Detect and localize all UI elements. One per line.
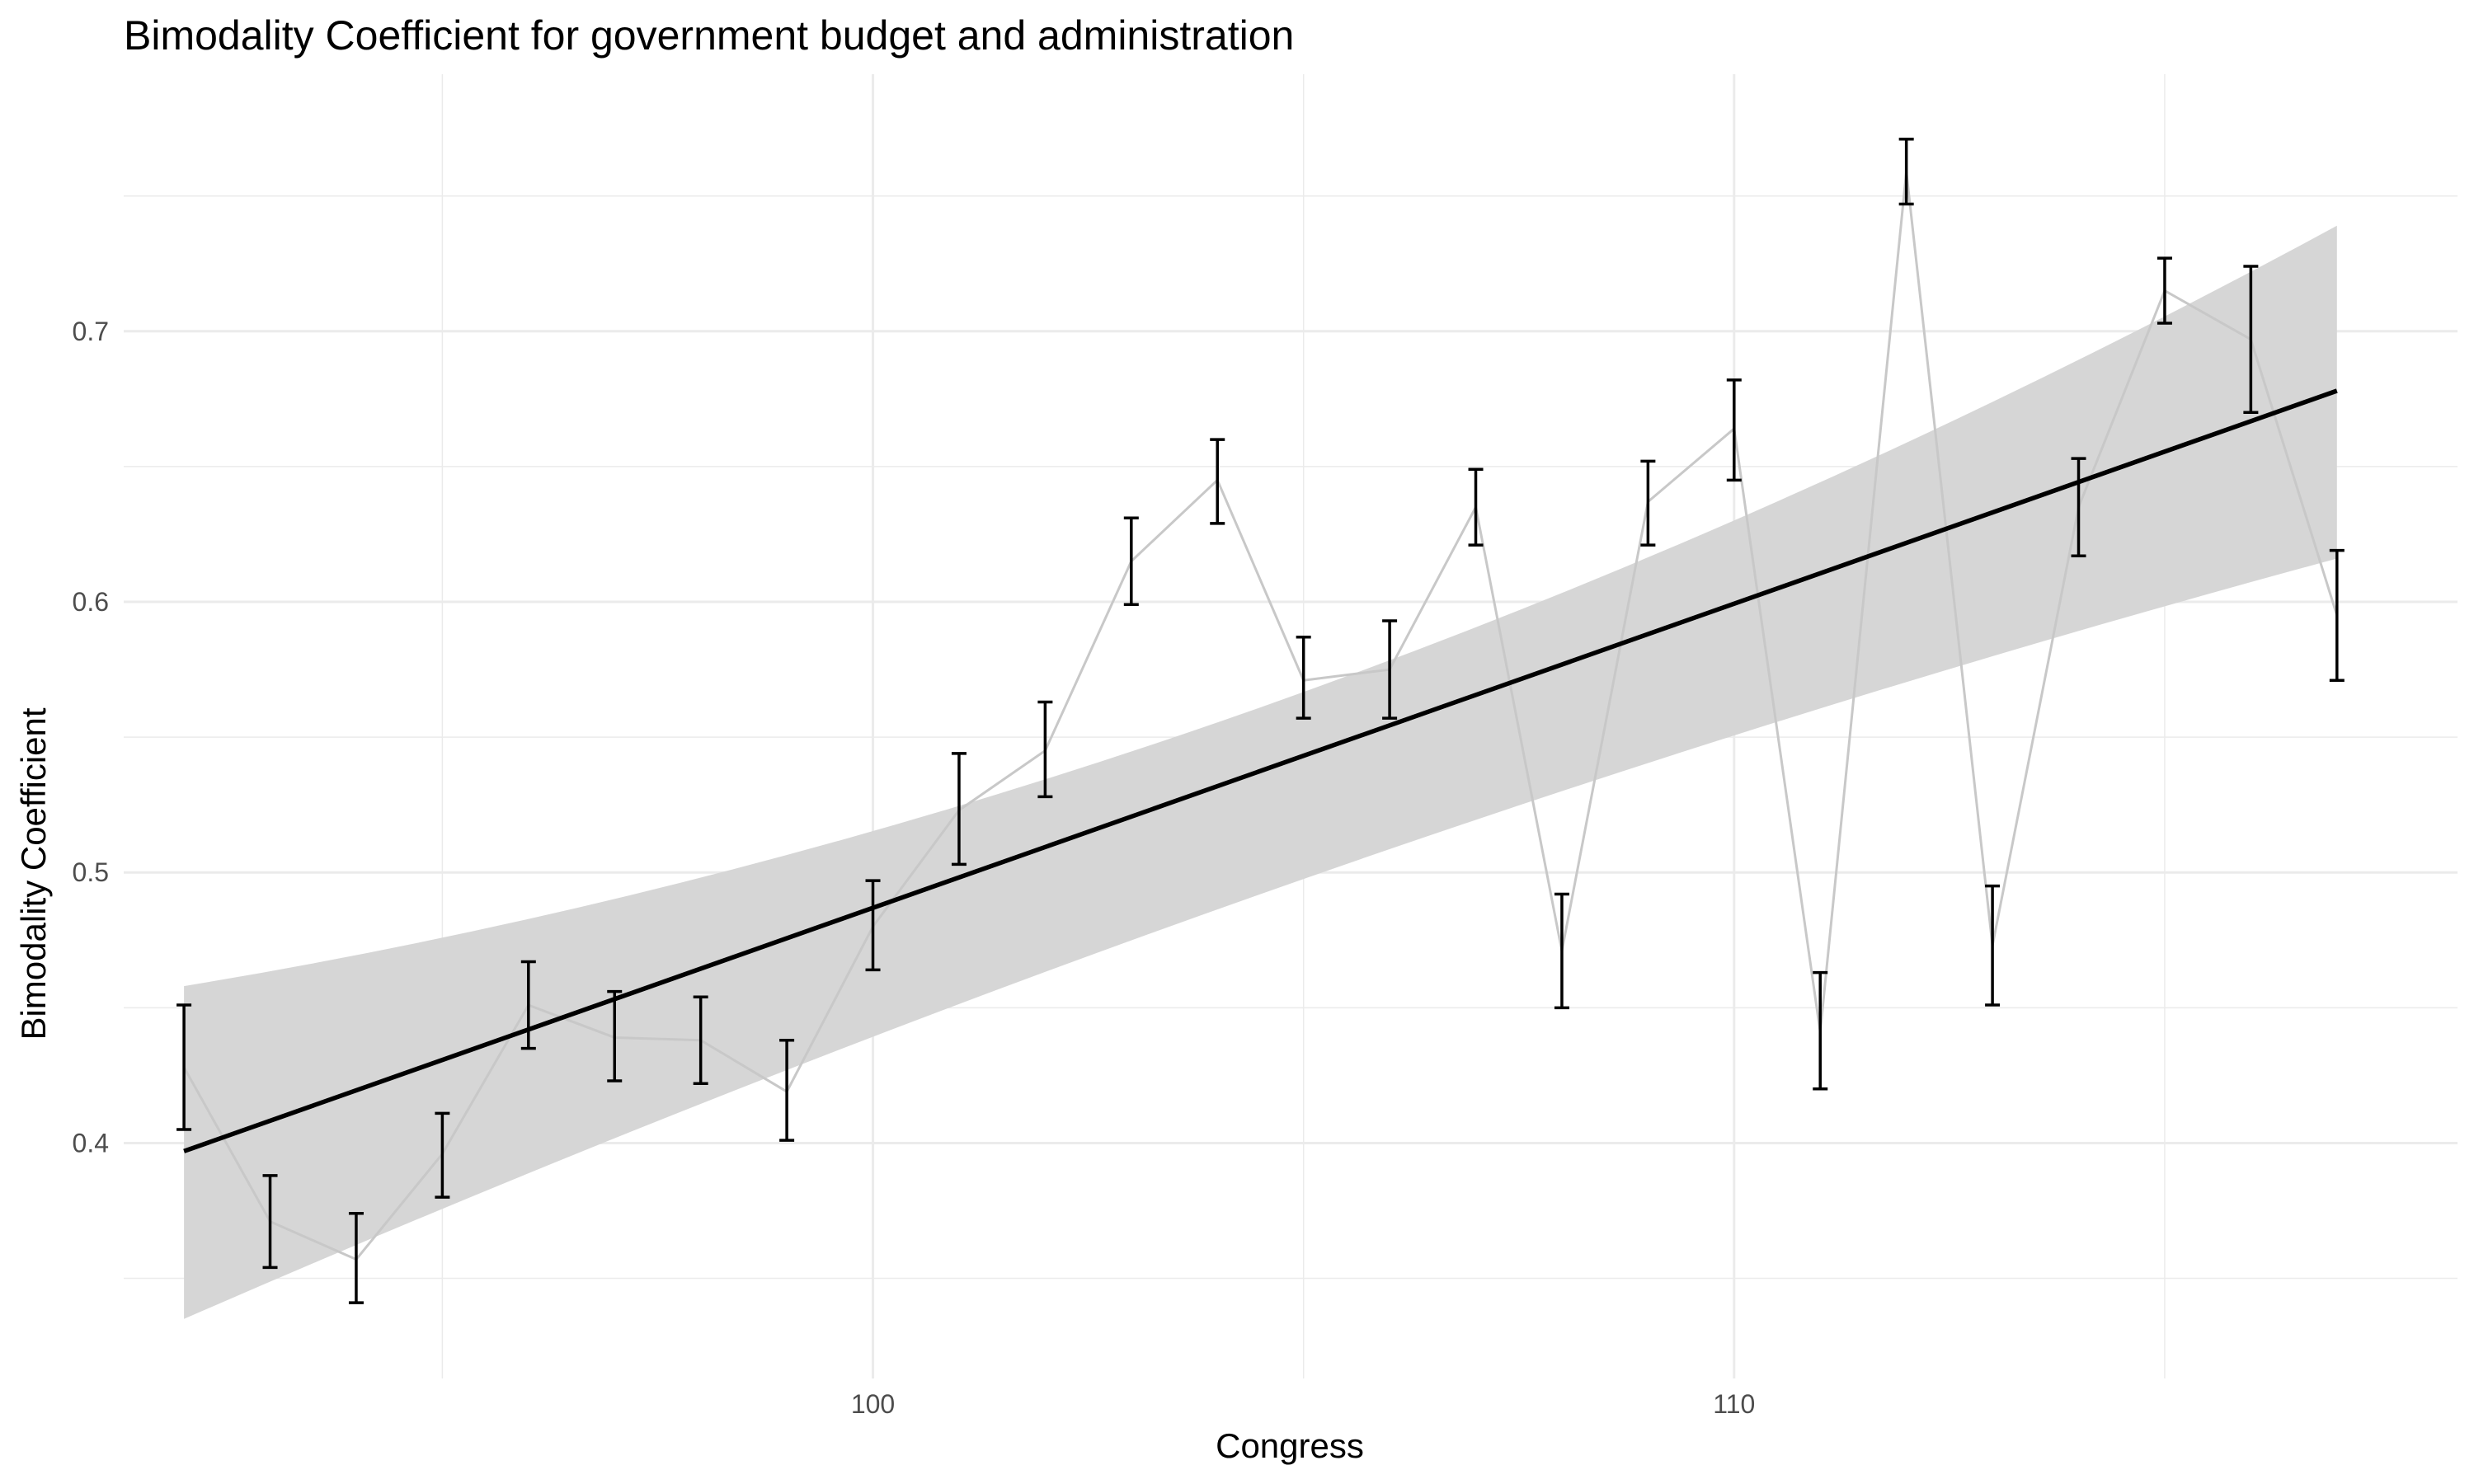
x-axis-title: Congress [1216,1426,1364,1465]
error-bar [1382,619,1398,720]
y-axis-title: Bimodality Coefficient [14,707,53,1040]
error-bar [2243,265,2259,415]
error-bar [2157,256,2172,325]
error-bar [693,995,708,1085]
error-bar [1640,459,1656,547]
y-tick-label: 0.4 [73,1128,109,1158]
x-tick-label: 100 [851,1389,895,1419]
error-bar [1210,438,1225,525]
y-tick-labels: 0.4 0.5 0.6 0.7 [73,317,109,1158]
error-bar [1554,892,1569,1010]
error-bar [520,960,536,1050]
error-bar [1296,635,1311,720]
error-bar [435,1111,450,1199]
y-tick-label: 0.5 [73,857,109,887]
y-tick-label: 0.7 [73,317,109,346]
error-bar [348,1212,364,1304]
error-bar [1468,467,1484,547]
error-bar [1123,516,1139,607]
error-bar [2071,457,2086,557]
error-bar [951,752,967,866]
data-line [182,171,2339,1261]
error-bar [1037,700,1053,799]
error-bar [1898,138,1914,206]
error-bar [865,879,881,972]
error-bar [2329,548,2345,682]
error-bar [1726,378,1742,482]
x-tick-label: 110 [1713,1389,1755,1419]
error-bar [176,1003,192,1131]
x-tick-labels: 100 110 [851,1389,1755,1419]
error-bar [262,1174,278,1270]
y-tick-label: 0.6 [73,587,109,617]
error-bar [1813,970,1828,1091]
error-bar [779,1038,795,1142]
error-bar [1985,884,2001,1007]
chart-title: Bimodality Coefficient for government bu… [124,12,1294,59]
error-bar [607,989,623,1082]
trend-line [183,388,2338,1153]
error-bars [176,138,2345,1304]
